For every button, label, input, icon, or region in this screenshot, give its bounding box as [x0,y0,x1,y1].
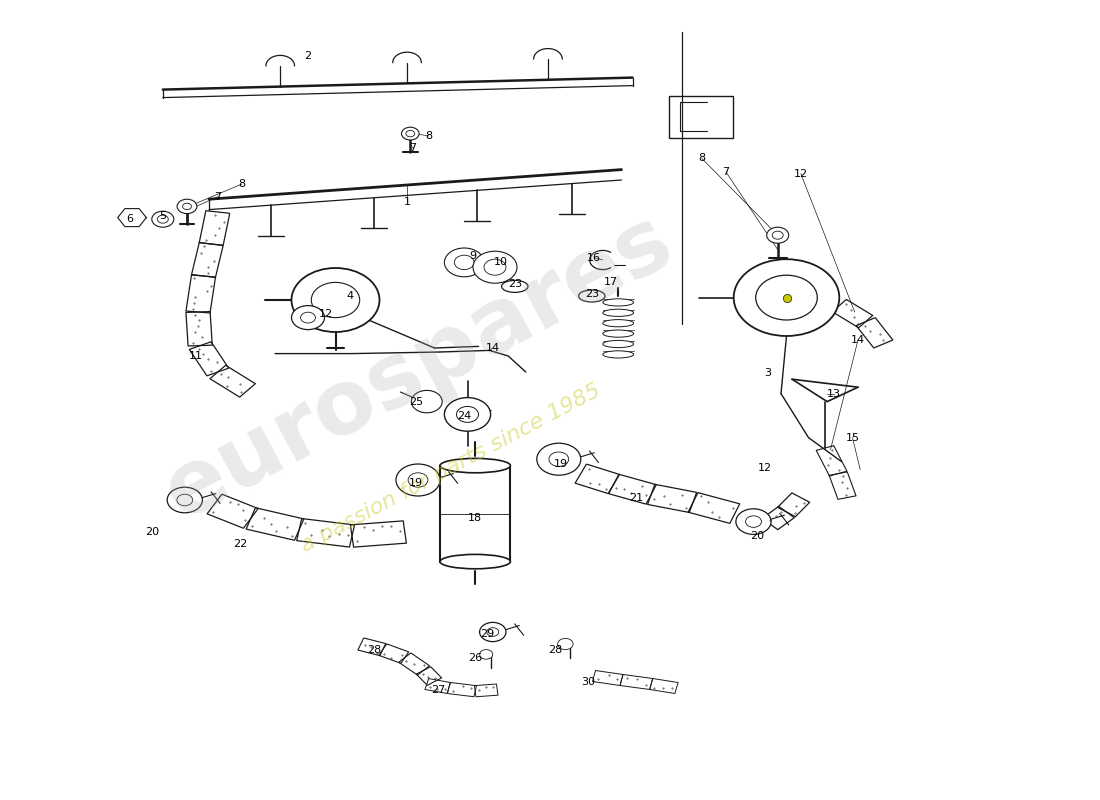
Text: 5: 5 [160,211,166,221]
Text: 3: 3 [764,368,771,378]
Circle shape [756,275,817,320]
Text: 4: 4 [346,291,353,301]
Circle shape [484,259,506,275]
Text: a passion for parts since 1985: a passion for parts since 1985 [298,380,604,556]
Text: 26: 26 [469,653,482,662]
Text: 28: 28 [549,645,562,654]
Circle shape [396,464,440,496]
Text: 21: 21 [629,493,642,502]
Circle shape [480,622,506,642]
Text: 27: 27 [431,685,444,694]
Circle shape [167,487,202,513]
Circle shape [408,473,428,487]
Circle shape [183,203,191,210]
Text: 24: 24 [458,411,471,421]
Ellipse shape [603,309,634,317]
Bar [669,96,733,138]
Text: 7: 7 [723,167,729,177]
Bar [440,466,510,562]
Circle shape [734,259,839,336]
Circle shape [444,398,491,431]
Text: 7: 7 [409,143,416,153]
Circle shape [300,312,316,323]
Text: 29: 29 [481,629,494,638]
Circle shape [736,509,771,534]
Circle shape [311,282,360,318]
Circle shape [292,268,379,332]
Ellipse shape [603,350,634,358]
Text: 1: 1 [404,197,410,206]
Text: 11: 11 [189,351,202,361]
Circle shape [456,406,478,422]
Ellipse shape [579,290,605,302]
Circle shape [402,127,419,140]
Text: 13: 13 [827,389,840,398]
Text: 14: 14 [851,335,865,345]
Text: 23: 23 [585,289,598,298]
Text: 16: 16 [587,253,601,262]
Text: 28: 28 [367,645,381,654]
Circle shape [454,255,474,270]
Circle shape [292,306,324,330]
Circle shape [487,628,498,636]
Ellipse shape [603,330,634,338]
Text: 8: 8 [426,131,432,141]
Circle shape [411,390,442,413]
Ellipse shape [603,341,634,348]
Ellipse shape [440,554,510,569]
Circle shape [406,130,415,137]
Circle shape [767,227,789,243]
Circle shape [177,199,197,214]
Circle shape [444,248,484,277]
Text: 2: 2 [305,51,311,61]
Text: 6: 6 [126,214,133,224]
Circle shape [152,211,174,227]
Text: 17: 17 [604,277,617,286]
Ellipse shape [603,319,634,327]
Text: 23: 23 [508,279,521,289]
Text: 12: 12 [319,310,332,319]
Text: 14: 14 [486,343,499,353]
Text: 8: 8 [698,154,705,163]
Text: 20: 20 [750,531,763,541]
Text: 25: 25 [409,398,422,407]
Circle shape [549,452,569,466]
Ellipse shape [603,298,634,306]
Circle shape [772,231,783,239]
Text: 20: 20 [145,527,158,537]
Text: eurospares: eurospares [150,198,686,538]
Text: 22: 22 [233,539,246,549]
Circle shape [480,650,493,659]
Ellipse shape [440,458,510,473]
Circle shape [157,215,168,223]
Text: 12: 12 [758,463,771,473]
Ellipse shape [502,280,528,292]
Text: 15: 15 [846,433,859,442]
Text: 7: 7 [214,192,221,202]
Text: 12: 12 [794,169,807,178]
Circle shape [537,443,581,475]
Text: 9: 9 [470,251,476,261]
Text: 19: 19 [409,478,422,488]
Text: 19: 19 [554,459,568,469]
Circle shape [746,516,761,527]
Circle shape [558,638,573,650]
Text: 18: 18 [469,514,482,523]
Circle shape [177,494,192,506]
Text: 30: 30 [582,677,595,686]
Text: 8: 8 [239,179,245,189]
Circle shape [473,251,517,283]
Text: 10: 10 [494,258,507,267]
